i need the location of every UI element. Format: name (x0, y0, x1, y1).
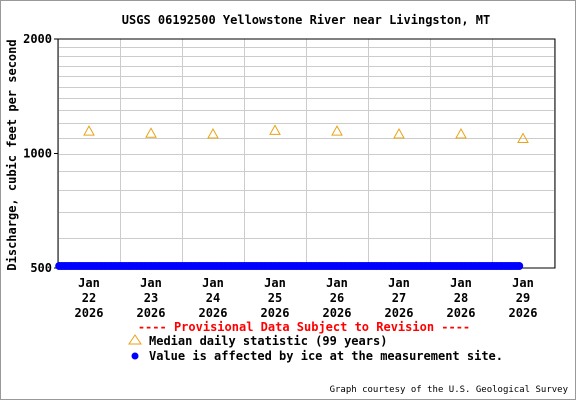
x-tick-label: 2026 (447, 306, 476, 320)
x-tick-label: 25 (268, 291, 282, 305)
y-tick-label: 2000 (23, 32, 52, 46)
x-tick-label: Jan (264, 276, 286, 290)
x-tick-label: 23 (144, 291, 158, 305)
x-tick-label: 2026 (137, 306, 166, 320)
x-tick-label: 2026 (323, 306, 352, 320)
legend-median-label: Median daily statistic (99 years) (149, 334, 387, 348)
chart-title: USGS 06192500 Yellowstone River near Liv… (122, 13, 490, 27)
median-data-point (207, 128, 219, 139)
grid-lines (58, 39, 555, 268)
median-data-point (269, 124, 281, 135)
x-tick-labels: Jan222026Jan232026Jan242026Jan252026Jan2… (75, 276, 538, 320)
x-tick-label: Jan (140, 276, 162, 290)
median-data-point (517, 132, 529, 144)
median-data-point (145, 127, 157, 138)
median-data-point (331, 125, 343, 136)
median-data-point (393, 128, 405, 139)
x-tick-label: 2026 (261, 306, 290, 320)
median-series (83, 124, 529, 144)
x-tick-label: Jan (78, 276, 100, 290)
median-data-point (455, 128, 467, 139)
y-tick-labels: 500 1000 2000 (23, 32, 58, 275)
median-data-point (83, 125, 95, 136)
ice-affected-series (55, 262, 524, 270)
y-tick-label: 500 (30, 261, 52, 275)
x-tick-label: 2026 (75, 306, 104, 320)
x-tick-label: 26 (330, 291, 344, 305)
legend-ice-label: Value is affected by ice at the measurem… (149, 349, 503, 363)
x-tick-label: 24 (206, 291, 220, 305)
legend-dot-icon (131, 352, 139, 360)
x-tick-label: Jan (450, 276, 472, 290)
x-tick-label: 2026 (509, 306, 538, 320)
x-tick-label: Jan (388, 276, 410, 290)
ice-data-point (515, 262, 524, 270)
legend-triangle-icon (128, 334, 142, 345)
x-tick-label: 27 (392, 291, 406, 305)
x-tick-label: 28 (454, 291, 468, 305)
x-tick-label: 29 (516, 291, 530, 305)
x-tick-label: Jan (202, 276, 224, 290)
y-tick-label: 1000 (23, 147, 52, 161)
x-tick-label: 2026 (199, 306, 228, 320)
x-tick-label: 2026 (385, 306, 414, 320)
usgs-credit: Graph courtesy of the U.S. Geological Su… (330, 385, 569, 395)
x-tick-label: 22 (82, 291, 96, 305)
provisional-notice: ---- Provisional Data Subject to Revisio… (138, 320, 470, 334)
x-tick-label: Jan (512, 276, 534, 290)
x-tick-label: Jan (326, 276, 348, 290)
y-axis-label: Discharge, cubic feet per second (5, 39, 19, 270)
